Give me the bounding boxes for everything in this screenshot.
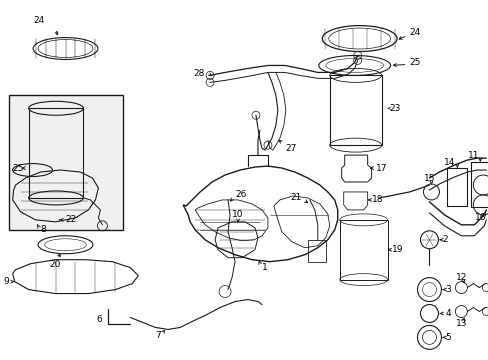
Bar xyxy=(470,162,488,207)
Bar xyxy=(307,240,325,262)
Text: 25: 25 xyxy=(408,58,420,67)
Text: 16: 16 xyxy=(474,213,486,222)
Bar xyxy=(329,75,381,145)
Text: 24: 24 xyxy=(33,16,44,25)
Text: 13: 13 xyxy=(455,319,466,328)
Text: 24: 24 xyxy=(408,28,420,37)
Text: 11: 11 xyxy=(467,150,478,159)
Text: 17: 17 xyxy=(375,163,386,172)
Text: 25: 25 xyxy=(13,163,24,172)
Text: 4: 4 xyxy=(445,309,450,318)
Text: 28: 28 xyxy=(193,69,204,78)
Text: 15: 15 xyxy=(423,174,434,183)
Text: 27: 27 xyxy=(285,144,296,153)
Text: 9: 9 xyxy=(3,277,9,286)
Text: 23: 23 xyxy=(389,104,400,113)
Bar xyxy=(339,220,387,280)
Text: 21: 21 xyxy=(290,193,301,202)
Text: 2: 2 xyxy=(442,235,447,244)
Text: 3: 3 xyxy=(445,285,450,294)
Text: 6: 6 xyxy=(97,315,102,324)
Text: 14: 14 xyxy=(443,158,454,167)
Text: 12: 12 xyxy=(455,273,466,282)
Text: 8: 8 xyxy=(41,225,46,234)
Text: 19: 19 xyxy=(391,245,402,254)
Bar xyxy=(9,95,123,230)
Text: 26: 26 xyxy=(235,190,246,199)
Text: 18: 18 xyxy=(371,195,383,204)
Bar xyxy=(447,168,467,206)
Text: 10: 10 xyxy=(232,210,244,219)
Text: 1: 1 xyxy=(262,263,267,272)
Text: 7: 7 xyxy=(155,331,161,340)
Bar xyxy=(29,108,83,198)
Text: 22: 22 xyxy=(65,215,77,224)
Text: 20: 20 xyxy=(50,260,61,269)
Text: 5: 5 xyxy=(445,333,450,342)
